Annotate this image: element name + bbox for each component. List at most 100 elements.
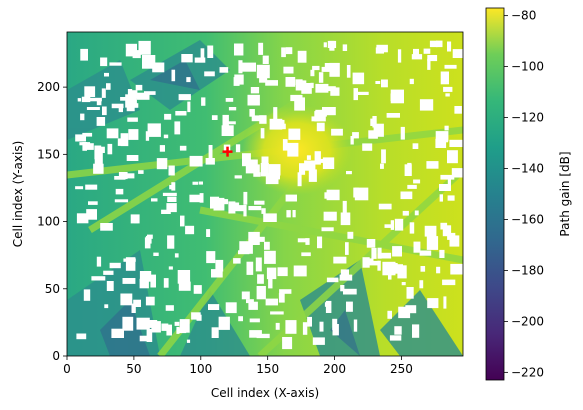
building (251, 115, 264, 122)
building (340, 285, 345, 292)
building (234, 43, 244, 56)
building (102, 106, 107, 116)
building (381, 79, 388, 88)
building (104, 304, 109, 309)
building (261, 208, 266, 214)
building (117, 138, 122, 146)
building (256, 64, 270, 79)
building (319, 321, 324, 332)
building (454, 106, 462, 114)
building (312, 65, 320, 71)
building (264, 241, 270, 250)
building (268, 164, 281, 176)
building (436, 40, 443, 48)
building (139, 335, 148, 342)
building (339, 274, 353, 281)
building (185, 225, 195, 235)
building (308, 169, 317, 182)
building (150, 274, 156, 288)
building (200, 48, 205, 60)
building (255, 257, 262, 272)
building (241, 291, 250, 300)
building (88, 201, 98, 205)
building (444, 64, 457, 69)
building (181, 54, 193, 63)
colorbar-tick-label: −180 (511, 263, 544, 277)
building (400, 191, 413, 200)
y-tick-label: 100 (37, 215, 60, 229)
building (139, 278, 149, 289)
building (297, 238, 307, 243)
building (270, 311, 284, 315)
building (151, 198, 158, 202)
building (402, 210, 409, 216)
building (439, 249, 445, 258)
building (269, 118, 283, 130)
building (238, 250, 250, 255)
building (382, 261, 396, 276)
building (238, 60, 243, 74)
building (295, 79, 303, 86)
building (343, 288, 357, 295)
building (407, 184, 417, 189)
building (439, 194, 443, 202)
building (444, 138, 448, 143)
building (452, 49, 463, 58)
building (275, 322, 280, 330)
building (435, 138, 447, 148)
colorbar-tick-label: −200 (511, 314, 544, 328)
building (413, 48, 419, 57)
building (287, 142, 299, 157)
building (323, 42, 327, 48)
building (233, 77, 240, 86)
colorbar-ticks: −220 −200 −180 −160 −140 −120 −100 −80 (504, 9, 544, 379)
colorbar (485, 7, 505, 381)
building (301, 252, 311, 257)
building (419, 280, 424, 289)
colorbar-tick-label: −140 (511, 162, 544, 176)
building (96, 256, 102, 267)
building (226, 121, 236, 125)
building (413, 179, 421, 184)
building (120, 97, 127, 101)
x-tick-label: 50 (126, 362, 141, 376)
building (354, 187, 369, 201)
building (146, 329, 153, 342)
x-axis: 0 50 100 150 200 250 (63, 356, 413, 376)
building (104, 72, 109, 77)
building (109, 62, 122, 66)
building (447, 150, 458, 164)
building (260, 128, 265, 139)
building (208, 145, 213, 159)
building (86, 107, 100, 110)
building (201, 97, 206, 106)
building (156, 158, 168, 170)
building (243, 191, 248, 205)
building (84, 86, 96, 97)
building (324, 302, 331, 307)
building (254, 200, 265, 205)
building (120, 173, 135, 179)
building (412, 324, 420, 338)
building (282, 139, 288, 151)
building (211, 269, 223, 278)
building (406, 287, 414, 299)
building (401, 282, 406, 286)
building (180, 215, 185, 227)
building (304, 160, 316, 171)
building (75, 134, 86, 142)
building (392, 246, 402, 257)
building (321, 66, 330, 72)
building (371, 247, 377, 259)
building (435, 131, 449, 142)
building (179, 319, 190, 333)
building (440, 174, 455, 180)
building (436, 266, 441, 274)
building (443, 86, 453, 92)
building (279, 123, 286, 130)
buildings-layer (75, 40, 463, 350)
building (106, 83, 111, 90)
building (285, 194, 297, 202)
building (103, 270, 114, 275)
